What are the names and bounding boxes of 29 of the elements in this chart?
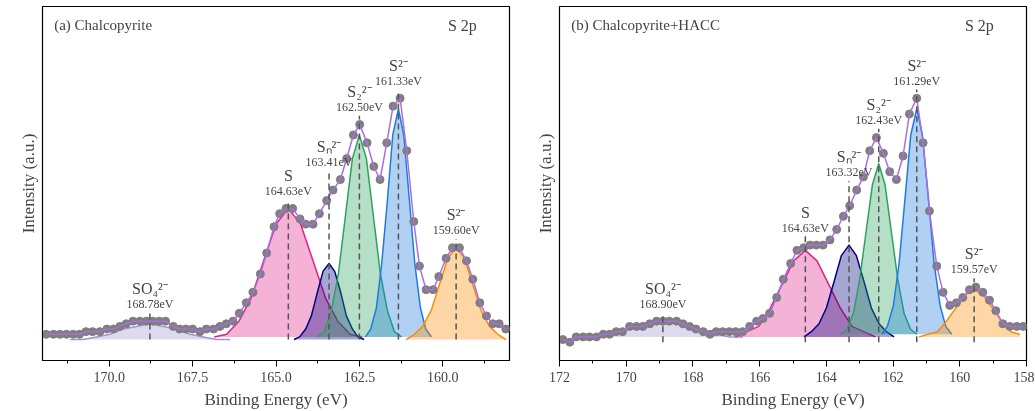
annotation: S 164.63eV: [781, 203, 830, 235]
x-tick-label: 164: [815, 369, 837, 385]
x-tick-label: 170.0: [93, 369, 125, 385]
annotation: SO₄²⁻ 168.78eV: [126, 279, 174, 311]
y-axis-title: Intensity (a.u.): [535, 133, 555, 234]
x-tick-label: 168: [682, 369, 704, 385]
x-tick-label: 160: [949, 369, 971, 385]
x-axis-title: Binding Energy (eV): [721, 389, 865, 409]
y-axis-title: Intensity (a.u.): [18, 133, 38, 234]
x-tick-label: 170: [615, 369, 637, 385]
x-tick-label: 165.0: [260, 369, 292, 385]
chart-subtitle: S 2p: [447, 17, 477, 36]
chart-title: (a) Chalcopyrite: [54, 17, 153, 35]
x-axis-title: Binding Energy (eV): [204, 389, 348, 409]
x-tick-label: 162.5: [343, 369, 376, 385]
x-tick-label: 158: [1013, 369, 1035, 385]
annotation: S 164.63eV: [264, 166, 313, 198]
annotation: S₂²⁻ 162.43eV: [855, 95, 903, 127]
x-tick-label: 162: [882, 369, 904, 385]
x-tick-label: 167.5: [176, 369, 209, 385]
x-tick-label: 160.0: [427, 369, 459, 385]
x-tick-label: 166: [749, 369, 771, 385]
annotation: S²⁻ 159.57eV: [950, 245, 998, 277]
annotation: S²⁻ 161.29eV: [893, 56, 941, 88]
annotation: S²⁻ 159.60eV: [432, 206, 480, 238]
chart-subtitle: S 2p: [964, 17, 994, 36]
chart-title: (b) Chalcopyrite+HACC: [571, 17, 721, 35]
x-tick-label: 172: [549, 369, 570, 385]
annotation: SO₄²⁻ 168.90eV: [639, 279, 687, 311]
